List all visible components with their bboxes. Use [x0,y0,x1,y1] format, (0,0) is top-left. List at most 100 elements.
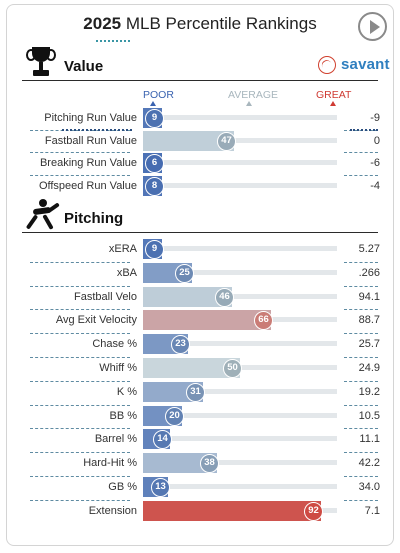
section-divider [22,232,378,233]
metric-value: 10.5 [358,409,380,422]
percentile-track [143,484,337,489]
metric-row[interactable]: Breaking Run Value 6 -6 [0,153,400,174]
scale-great-marker [330,101,336,106]
metric-row[interactable]: xBA 25 .266 [0,262,400,284]
row-separator [344,476,378,477]
percentile-bar [143,286,232,307]
percentile-badge: 14 [153,430,172,450]
percentile-bar [143,500,321,521]
percentile-badge: 46 [215,287,234,307]
percentile-bar [143,310,271,331]
row-separator [344,261,378,263]
metric-value: -9 [370,112,380,124]
percentile-track [143,341,337,347]
metric-value: 5.27 [358,243,380,255]
metric-value: 7.1 [364,504,380,517]
row-separator [30,428,130,430]
row-separator [30,404,130,406]
percentile-badge: 25 [175,263,194,283]
percentile-badge: 8 [145,176,164,196]
percentile-badge: 50 [223,359,242,378]
row-separator [344,285,378,287]
row-separator [344,380,378,382]
metric-label: Offspeed Run Value [38,179,137,192]
metric-value: 24.9 [358,362,380,374]
row-separator [344,499,378,501]
row-separator [30,174,130,176]
metric-label: K % [116,385,137,398]
scale-average-marker [246,101,252,106]
percentile-badge: 47 [217,131,236,151]
metric-label: Fastball Run Value [44,134,137,147]
metric-label: Whiff % [99,362,137,374]
percentile-track [143,460,337,466]
percentile-track [143,269,337,275]
highlight-separator [350,129,378,131]
percentile-badge: 9 [145,109,164,128]
scale-poor-label: POOR [143,89,174,101]
percentile-track [143,412,337,418]
metric-value: 34.0 [358,481,380,493]
highlight-separator [62,129,132,131]
row-separator [30,452,130,454]
metric-row[interactable]: BB % 20 10.5 [0,405,400,427]
percentile-track [143,182,337,188]
metric-row[interactable]: Chase % 23 25.7 [0,334,400,355]
row-separator [344,404,378,406]
metric-label: GB % [108,481,137,493]
row-separator [30,261,130,263]
percentile-track [143,293,337,299]
metric-row[interactable]: Fastball Run Value 47 0 [0,130,400,152]
row-separator [30,476,130,477]
metric-label: Hard-Hit % [83,457,137,470]
metric-value: 88.7 [358,314,380,327]
metric-label: xBA [116,266,137,279]
percentile-badge: 66 [254,311,273,331]
row-separator [344,309,378,311]
metric-row[interactable]: K % 31 19.2 [0,381,400,403]
metric-label: Fastball Velo [74,290,137,303]
scale-great-label: GREAT [316,89,352,101]
metric-value: 94.1 [358,290,380,303]
percentile-badge: 20 [165,406,184,426]
title-year: 2025 [83,14,122,33]
percentile-track [143,137,337,143]
metric-row[interactable]: Offspeed Run Value 8 -4 [0,175,400,197]
metric-value: 42.2 [358,457,380,470]
metric-value: .266 [358,266,380,279]
metric-row[interactable]: Pitching Run Value 9 -9 [0,108,400,129]
row-separator [30,333,130,335]
percentile-bar [143,130,234,151]
metric-label: xERA [108,243,137,255]
metric-label: BB % [109,409,137,422]
title-underline [96,40,130,42]
row-separator [344,152,378,153]
metric-row[interactable]: Barrel % 14 11.1 [0,429,400,450]
row-separator [344,452,378,454]
row-separator [30,357,130,358]
percentile-badge: 38 [200,454,219,474]
savant-brand: savant [341,56,390,73]
percentile-badge: 23 [171,335,190,355]
metric-row[interactable]: GB % 13 34.0 [0,477,400,498]
metric-value: 11.1 [359,433,380,446]
metric-row[interactable]: Whiff % 50 24.9 [0,358,400,379]
metric-value: -6 [370,157,380,169]
play-icon[interactable] [358,12,387,41]
metric-value: 0 [373,134,380,147]
value-section-title: Value [64,58,104,75]
row-separator [30,499,130,501]
page-title: 2025 MLB Percentile Rankings [0,14,400,34]
percentile-badge: 13 [151,478,170,497]
scale-poor-marker [150,101,156,106]
percentile-track [143,246,337,251]
row-separator [30,152,130,153]
metric-label: Chase % [92,338,137,351]
metric-row[interactable]: Avg Exit Velocity 66 88.7 [0,310,400,331]
metric-row[interactable]: Hard-Hit % 38 42.2 [0,453,400,474]
baseball-icon [318,56,336,74]
metric-row[interactable]: Fastball Velo 46 94.1 [0,286,400,308]
metric-row[interactable]: xERA 9 5.27 [0,239,400,260]
metric-row[interactable]: Extension 92 7.1 [0,500,400,522]
pitcher-icon [24,198,60,232]
